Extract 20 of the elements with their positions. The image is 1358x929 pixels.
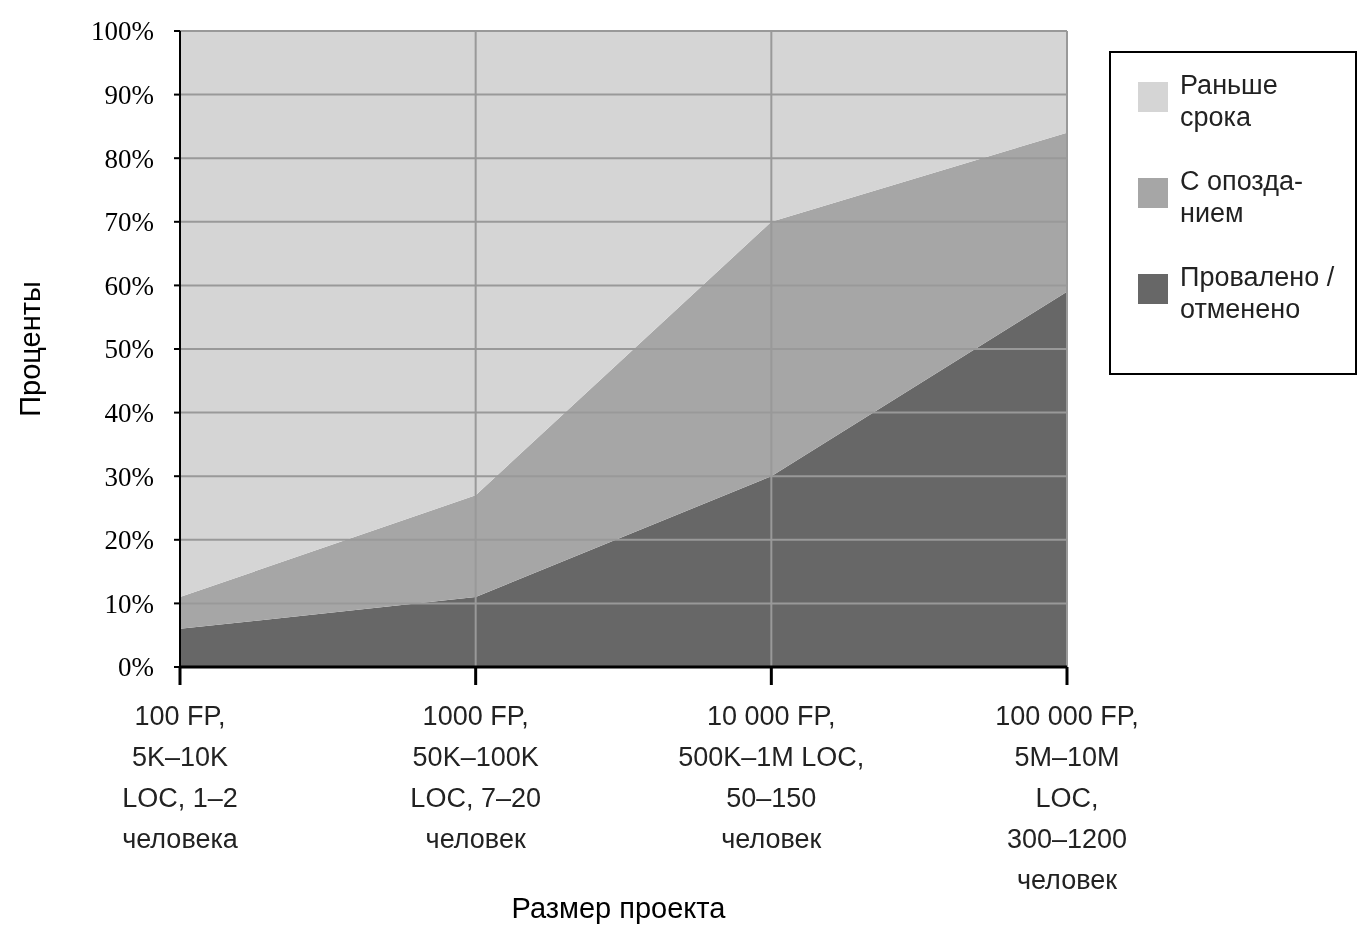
x-tick-label: 100 FP, 5K–10K LOC, 1–2 человека [122,701,239,854]
x-axis-title: Размер проекта [511,892,727,924]
y-tick-label: 100% [91,16,154,47]
y-tick-label: 50% [104,334,154,365]
y-tick-label: 60% [104,270,154,301]
y-axis-title: Проценты [14,281,46,417]
y-tick-label: 10% [104,588,154,619]
legend-label: Раньше срока [1180,70,1278,132]
legend-label: Провалено / отменено [1180,262,1335,324]
x-tick-label: 10 000 FP, 500K–1M LOC, 50–150 человек [678,701,865,854]
y-tick-label: 20% [104,525,154,556]
y-tick-label: 90% [104,80,154,111]
y-tick-label: 0% [118,652,154,683]
y-tick-label: 80% [104,143,154,174]
x-tick-label: 100 000 FP, 5M–10M LOC, 300–1200 человек [995,701,1139,895]
y-tick-label: 70% [104,207,154,238]
legend-label: С опозда- нием [1180,166,1303,228]
x-tick-label: 1000 FP, 50K–100K LOC, 7–20 человек [410,701,541,854]
y-tick-label: 30% [104,461,154,492]
y-tick-label: 40% [104,398,154,429]
